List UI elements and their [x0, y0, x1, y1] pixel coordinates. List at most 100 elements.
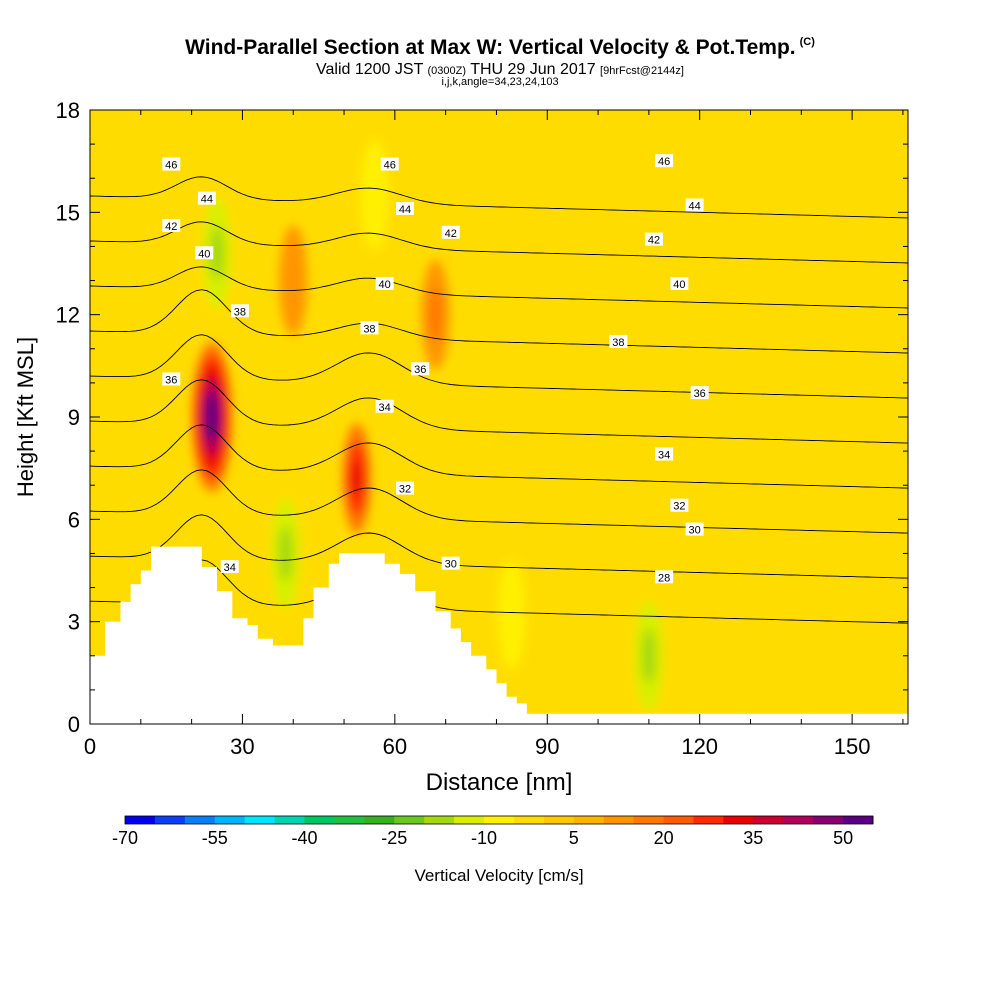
colorbar-tick-label: -25	[381, 828, 407, 848]
contour-label-bg	[396, 481, 415, 495]
contour-label: 38	[234, 306, 246, 318]
x-tick-label: 90	[535, 734, 559, 759]
y-tick-label: 12	[56, 303, 80, 328]
colorbar-swatch	[723, 816, 754, 824]
y-tick-label: 6	[68, 507, 80, 532]
colorbar: -70 -55 -40 -25 -10 5 20 35 50	[112, 815, 874, 848]
chart-subtitle: Valid 1200 JST (0300Z) THU 29 Jun 2017 […	[316, 61, 684, 78]
contour-label: 30	[688, 525, 700, 537]
w-cell-3	[210, 225, 225, 281]
contour-label: 34	[379, 402, 391, 414]
contour-label-bg	[685, 198, 704, 212]
colorbar-tick-label: 20	[654, 828, 674, 848]
x-tick-label: 0	[84, 734, 96, 759]
theta-contour-labels: 46 46 46 44 44 44 42 42 42 40 40 40 38 38 38 36 36 36 34 34…	[162, 154, 709, 584]
w-cell-0	[208, 404, 216, 430]
y-tick-label: 0	[68, 712, 80, 737]
colorbar-tick-label: -10	[471, 828, 497, 848]
contour-label-bg	[162, 372, 181, 386]
terrain-mask	[90, 546, 908, 724]
contour-label-bg	[690, 386, 709, 400]
contour-label-bg	[670, 498, 689, 512]
contour-label: 42	[648, 235, 660, 247]
contour-label: 36	[165, 374, 177, 386]
theta-contours	[90, 176, 908, 624]
theta-contour-30	[90, 514, 908, 579]
contour-label-bg	[220, 560, 239, 574]
colorbar-swatch	[633, 816, 665, 824]
contour-label-bg	[375, 399, 394, 413]
contour-label-bg	[411, 362, 430, 376]
x-axis-label: Distance [nm]	[426, 769, 573, 796]
colorbar-swatch	[364, 816, 395, 824]
contour-label: 28	[658, 572, 670, 584]
contour-label-bg	[162, 157, 181, 171]
chart-title: Wind-Parallel Section at Max W: Vertical…	[185, 36, 815, 59]
colorbar-swatch	[454, 816, 485, 824]
colorbar-swatch	[484, 816, 515, 824]
contour-label-bg	[670, 276, 689, 290]
contour-label: 40	[673, 279, 685, 291]
x-tick-label: 60	[383, 734, 407, 759]
y-tick-label: 18	[56, 98, 80, 123]
contour-label-bg	[195, 246, 214, 260]
colorbar-swatch	[543, 816, 575, 824]
contour-label-bg	[655, 447, 674, 461]
colorbar-swatch	[693, 816, 724, 824]
theta-contour-44	[90, 221, 908, 264]
y-tick-label: 3	[68, 610, 80, 635]
colorbar-tick-label: 35	[743, 828, 763, 848]
contour-label: 44	[201, 194, 213, 206]
colorbar-swatch	[214, 816, 246, 824]
w-cell-4	[641, 628, 656, 684]
theta-contour-38	[90, 334, 908, 399]
contour-label-bg	[441, 225, 460, 239]
theta-contour-40	[90, 289, 908, 354]
colorbar-swatch	[154, 816, 186, 824]
colorbar-swatch	[125, 816, 156, 824]
y-tick-label: 9	[68, 405, 80, 430]
contour-label: 46	[165, 160, 177, 172]
contour-label-bg	[441, 556, 460, 570]
contour-label: 40	[379, 279, 391, 291]
theta-contour-34	[90, 424, 908, 489]
colorbar-swatch	[304, 816, 335, 824]
y-axis-label: Height [Kft MSL]	[13, 337, 38, 497]
colorbar-swatch	[603, 816, 635, 824]
colorbar-swatch	[424, 816, 455, 824]
x-axis: 0 30 60 90 120 150	[84, 110, 904, 759]
w-cell-7	[428, 287, 443, 343]
contour-label: 46	[384, 160, 396, 172]
contour-label-bg	[609, 334, 628, 348]
contour-label: 42	[165, 221, 177, 233]
contour-label-bg	[655, 154, 674, 168]
w-cell-5	[497, 559, 526, 670]
contour-label-bg	[644, 232, 663, 246]
theta-contour-36	[90, 379, 908, 444]
colorbar-tick-label: 50	[833, 828, 853, 848]
colorbar-swatch	[813, 816, 844, 824]
colorbar-swatch	[334, 816, 365, 824]
contour-label-bg	[360, 321, 379, 335]
w-cell-1	[352, 460, 362, 497]
contour-label: 40	[198, 248, 210, 260]
colorbar-swatch	[843, 816, 874, 824]
contour-label: 30	[445, 559, 457, 571]
w-cell-2	[278, 525, 293, 581]
contour-label: 34	[658, 450, 670, 462]
theta-contour-32	[90, 469, 908, 534]
colorbar-swatch	[244, 816, 276, 824]
w-cell-8	[279, 225, 308, 336]
contour-label: 36	[414, 364, 426, 376]
contour-label-bg	[685, 522, 704, 536]
contour-label: 32	[399, 484, 411, 496]
contour-label: 42	[445, 228, 457, 240]
colorbar-tick-label: 5	[569, 828, 579, 848]
colorbar-swatch	[573, 816, 605, 824]
x-tick-label: 150	[834, 734, 871, 759]
theta-contour-46	[90, 176, 908, 219]
chart-indices: i,j,k,angle=34,23,24,103	[441, 76, 559, 88]
colorbar-swatch	[753, 816, 784, 824]
